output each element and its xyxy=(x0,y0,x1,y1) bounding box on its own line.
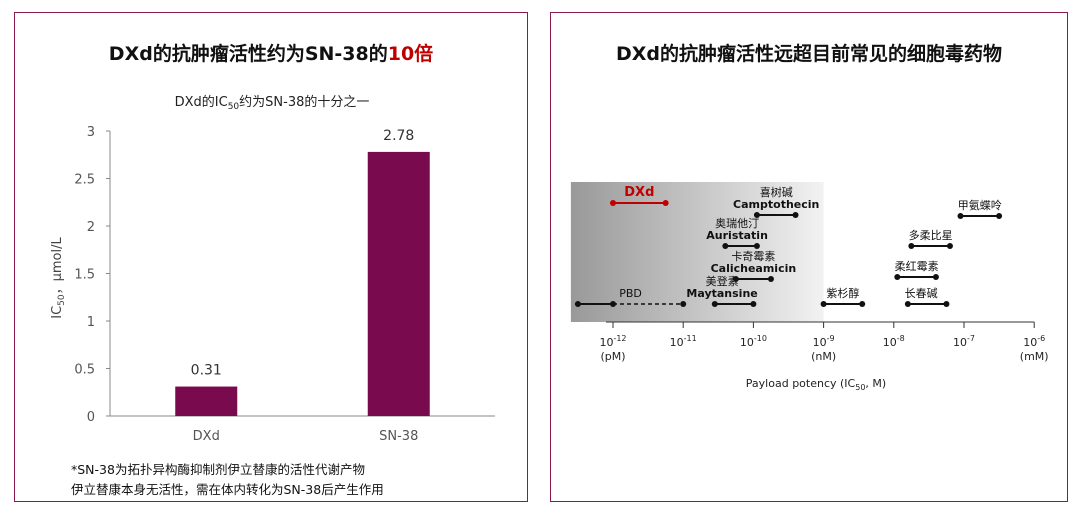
y-tick-label: 0.5 xyxy=(74,363,95,378)
range-label: 紫杉醇 xyxy=(826,286,859,300)
range-endpoint xyxy=(767,276,774,282)
range-pbd: PBD xyxy=(574,287,687,307)
left-title-main: DXd的抗肿瘤活性约为SN-38的 xyxy=(108,43,388,65)
x-tick-label: 10-12 xyxy=(599,334,626,349)
bar-sn-38 xyxy=(367,151,430,416)
range-紫杉醇: 紫杉醇 xyxy=(820,286,866,307)
left-panel-title: DXd的抗肿瘤活性约为SN-38的10倍 xyxy=(15,39,527,66)
bar-chart-title: DXd的IC50约为SN-38的十分之一 xyxy=(175,94,370,112)
range-endpoint xyxy=(753,212,760,218)
range-柔红霉素: 柔红霉素 xyxy=(894,260,939,280)
range-endpoint xyxy=(957,213,964,219)
range-label: 卡奇霉素 xyxy=(731,250,775,263)
x-tick-label: 10-9 xyxy=(813,334,835,349)
range-endpoint xyxy=(711,301,718,307)
range-label: 长春碱 xyxy=(905,287,938,300)
right-panel: DXd的抗肿瘤活性远超目前常见的细胞毒药物 10-12 (pM) 10-11 10-1… xyxy=(550,12,1068,502)
range-label: 多柔比星 xyxy=(909,228,953,242)
x-tick-unit: (nM) xyxy=(811,350,836,363)
range-甲氨蝶呤: 甲氨蝶呤 xyxy=(957,198,1003,219)
range-label: 甲氨蝶呤 xyxy=(958,198,1002,212)
range-label: PBD xyxy=(619,287,642,300)
range-label: 奥瑞他汀 xyxy=(715,216,759,230)
x-tick-label: 10-11 xyxy=(670,334,697,349)
y-tick-label: 1.5 xyxy=(74,268,95,283)
x-tick-unit: (mM) xyxy=(1020,350,1049,363)
range-label: DXd xyxy=(624,185,654,200)
range-endpoint xyxy=(946,243,953,249)
x-tick-label: 10-7 xyxy=(953,334,975,349)
y-tick-label: 2 xyxy=(87,220,95,235)
x-category-label: DXd xyxy=(193,429,220,444)
bar-dxd xyxy=(175,386,238,416)
potency-chart: 10-12(pM) 10-11 10-10 10-9(nM) 10-8 10-7 10-6(… xyxy=(570,182,1049,392)
range-endpoint xyxy=(943,301,950,307)
footnote-2: 伊立替康本身无活性，需在体内转化为SN-38后产生作用 xyxy=(71,482,384,497)
range-endpoint xyxy=(680,301,687,307)
range-label: 美登素 xyxy=(706,274,739,288)
x-tick-label: 10-10 xyxy=(740,334,767,349)
range-label: 喜树碱 xyxy=(760,185,793,199)
range-dxd: DXd xyxy=(610,185,669,206)
x-tick-label: 10-8 xyxy=(883,334,905,349)
range-endpoint xyxy=(908,243,915,249)
range-endpoint xyxy=(574,301,581,307)
range-label: 柔红霉素 xyxy=(895,260,939,273)
range-endpoint xyxy=(732,276,739,282)
range-endpoint xyxy=(904,301,911,307)
x-tick-unit: (pM) xyxy=(600,350,625,363)
bar-data-label: 2.78 xyxy=(383,128,414,144)
range-多柔比星: 多柔比星 xyxy=(908,228,953,249)
range-endpoint xyxy=(859,301,866,307)
bar-data-label: 0.31 xyxy=(191,363,222,379)
y-tick-label: 0 xyxy=(87,410,95,425)
range-label: Auristatin xyxy=(706,229,768,242)
x-axis-label: Payload potency (IC50, M) xyxy=(746,377,886,392)
range-endpoint xyxy=(610,200,616,206)
y-axis-label: IC50，μmol/L xyxy=(50,236,67,318)
bar-chart: DXd的IC50约为SN-38的十分之一 IC50，μmol/L 0 0.5 1 1.… xyxy=(50,94,495,444)
range-endpoint xyxy=(750,301,757,307)
range-endpoint xyxy=(996,213,1003,219)
range-长春碱: 长春碱 xyxy=(905,287,950,307)
left-panel: DXd的抗肿瘤活性约为SN-38的10倍 DXd的IC50约为SN-38的十分之… xyxy=(14,12,528,502)
range-endpoint xyxy=(894,274,901,280)
range-endpoint xyxy=(662,200,669,206)
range-endpoint xyxy=(792,212,799,218)
y-tick-label: 1 xyxy=(87,315,95,330)
range-endpoint xyxy=(722,243,729,249)
range-label: Calicheamicin xyxy=(711,262,797,275)
left-title-highlight: 10倍 xyxy=(387,43,434,65)
y-tick-label: 3 xyxy=(87,125,95,140)
right-panel-title: DXd的抗肿瘤活性远超目前常见的细胞毒药物 xyxy=(615,43,1003,65)
x-tick-label: 10-6 xyxy=(1023,334,1045,349)
y-tick-label: 2.5 xyxy=(74,173,95,188)
range-endpoint xyxy=(932,274,939,280)
x-category-label: SN-38 xyxy=(379,429,418,444)
range-endpoint xyxy=(753,243,760,249)
range-label: Camptothecin xyxy=(733,198,819,211)
range-label: Maytansine xyxy=(686,287,757,300)
footnote-1: *SN-38为拓扑异构酶抑制剂伊立替康的活性代谢产物 xyxy=(71,462,365,477)
range-endpoint xyxy=(820,301,827,307)
